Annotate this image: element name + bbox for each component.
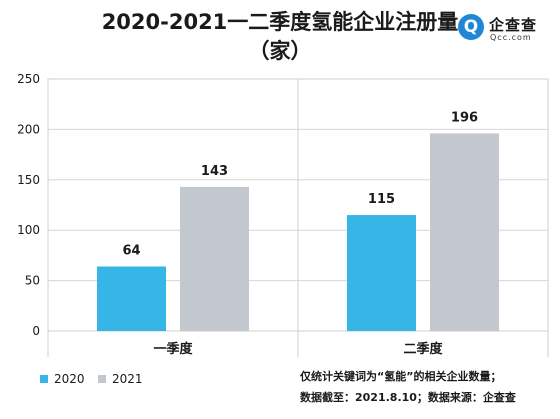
legend-item-2021: 2021 xyxy=(98,372,143,386)
legend-label-2021: 2021 xyxy=(112,372,143,386)
bar-2020-一季度 xyxy=(97,266,166,331)
y-tick-label-0: 0 xyxy=(32,324,40,338)
y-tick-label-200: 200 xyxy=(17,122,40,136)
legend-item-2020: 2020 xyxy=(40,372,85,386)
y-tick-label-150: 150 xyxy=(17,173,40,187)
legend-swatch-2020 xyxy=(40,375,48,383)
chart-title-line2: （家） xyxy=(248,39,312,63)
note-source: 数据截至：2021.8.10；数据来源：企查查 xyxy=(300,391,516,404)
bar-2021-一季度 xyxy=(180,186,249,331)
y-tick-label-250: 250 xyxy=(17,72,40,86)
qcc-logo: Q 企查查 Qcc.com xyxy=(458,14,554,46)
data-label-2021-二季度: 196 xyxy=(451,110,478,125)
legend-swatch-2021 xyxy=(98,375,106,383)
bar-2021-二季度 xyxy=(430,133,499,331)
note-scope: 仅统计关键词为“氢能”的相关企业数量； xyxy=(300,370,502,383)
data-label-2020-二季度: 115 xyxy=(368,192,395,207)
chart-title-line1: 2020-2021一二季度氢能企业注册量 xyxy=(101,10,459,34)
qcc-logo-domain: Qcc.com xyxy=(490,33,532,42)
legend-label-2020: 2020 xyxy=(54,372,85,386)
x-tick-label-一季度: 一季度 xyxy=(153,341,193,357)
data-label-2021-一季度: 143 xyxy=(201,164,228,179)
chart-notes: 仅统计关键词为“氢能”的相关企业数量； 数据截至：2021.8.10；数据来源：… xyxy=(300,366,516,408)
qcc-logo-name: 企查查 xyxy=(489,16,538,34)
data-label-2020-一季度: 64 xyxy=(122,243,140,258)
y-tick-label-100: 100 xyxy=(17,223,40,237)
chart-title: 2020-2021一二季度氢能企业注册量 （家） xyxy=(0,8,560,66)
y-tick-label-50: 50 xyxy=(25,274,40,288)
qcc-logo-mark: Q xyxy=(458,14,484,40)
bar-2020-二季度 xyxy=(347,215,416,331)
x-tick-label-二季度: 二季度 xyxy=(403,341,443,357)
